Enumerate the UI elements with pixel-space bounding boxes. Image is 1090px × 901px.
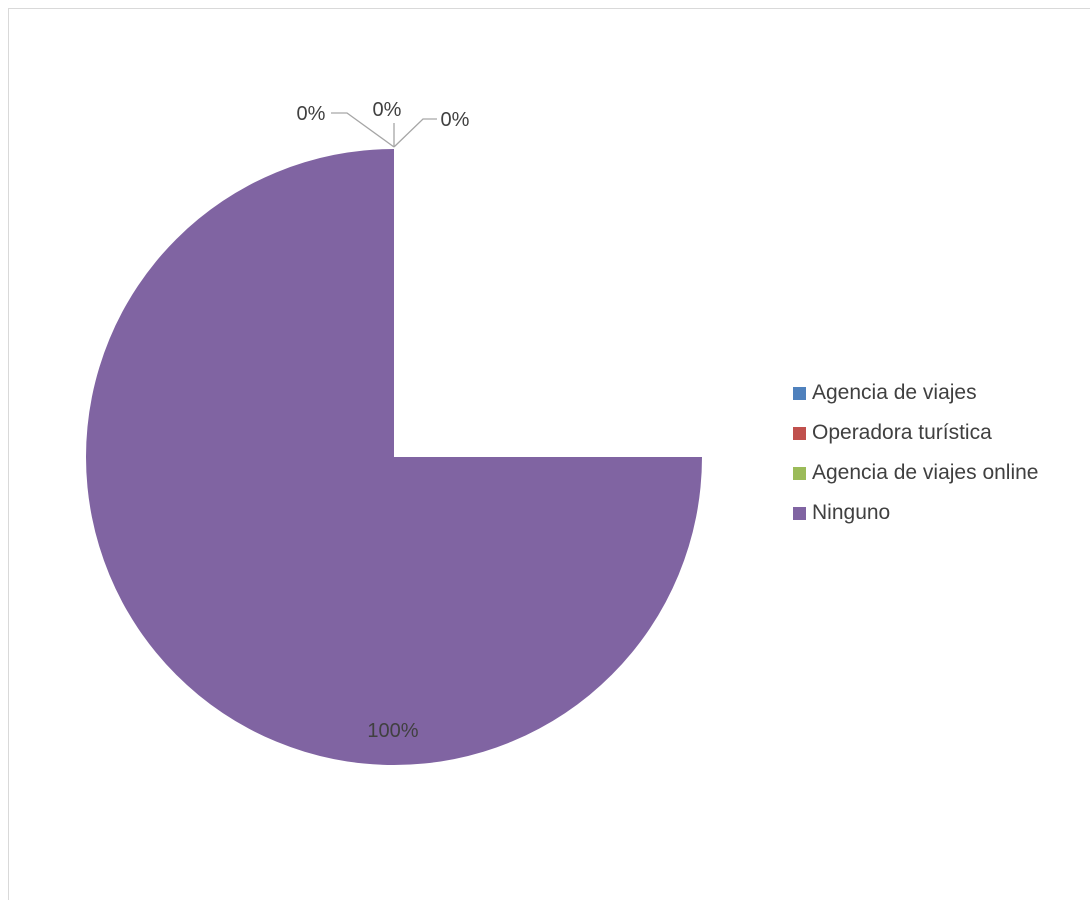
legend-swatch: [793, 506, 806, 520]
pie-chart: 0% 0% 0% 100%: [86, 99, 702, 765]
legend-label: Ninguno: [812, 501, 891, 524]
data-label-operadora-turistica: 0%: [373, 99, 402, 121]
legend-item-operadora-turistica: Operadora turística: [793, 413, 1039, 453]
legend-swatch: [793, 386, 806, 400]
pie-slice-ninguno: [86, 149, 702, 765]
legend-label: Operadora turística: [812, 421, 992, 444]
legend-swatch: [793, 466, 806, 480]
data-label-agencia-de-viajes-online: 0%: [441, 109, 470, 131]
legend: Agencia de viajes Operadora turística Ag…: [793, 373, 1039, 533]
chart-area: 0% 0% 0% 100% Agencia de viajes Operadora t…: [8, 8, 1090, 900]
leader-line-agencia-de-viajes: [331, 112, 395, 148]
legend-item-agencia-de-viajes: Agencia de viajes: [793, 373, 1039, 413]
legend-item-ninguno: Ninguno: [793, 493, 1039, 533]
legend-label: Agencia de viajes online: [812, 461, 1039, 484]
data-label-agencia-de-viajes: 0%: [297, 103, 326, 125]
leader-line-agencia-de-viajes-online: [393, 118, 437, 148]
legend-swatch: [793, 426, 806, 440]
legend-label: Agencia de viajes: [812, 381, 977, 404]
data-label-ninguno: 100%: [367, 720, 418, 742]
legend-item-agencia-de-viajes-online: Agencia de viajes online: [793, 453, 1039, 493]
